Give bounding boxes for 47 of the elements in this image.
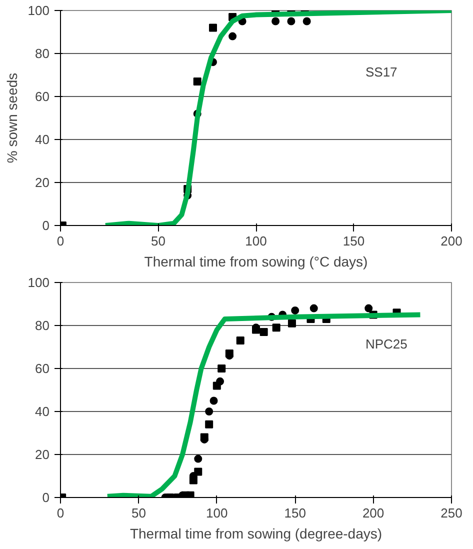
point	[216, 377, 224, 386]
point	[218, 364, 226, 372]
x-tick-label: 200	[362, 506, 384, 520]
y-tick-label: 80	[35, 318, 50, 333]
y-tick-label: 80	[35, 46, 50, 61]
point	[210, 396, 218, 405]
point	[205, 420, 214, 428]
point	[208, 24, 217, 32]
x-tick-label: 200	[440, 234, 462, 248]
x-tick-label: 100	[245, 234, 267, 248]
x-tick-label: 0	[56, 234, 64, 248]
y-tick-label: 0	[42, 490, 50, 505]
point	[193, 77, 202, 86]
point	[272, 17, 280, 26]
point	[364, 304, 373, 312]
point	[291, 306, 300, 314]
point	[310, 304, 318, 312]
y-tick-label: 40	[35, 132, 50, 147]
x-tick-label: 150	[342, 234, 365, 248]
x-tick-label: 250	[440, 506, 462, 520]
y-tick-label: 40	[35, 404, 50, 419]
x-tick-label: 100	[206, 506, 228, 520]
point	[272, 324, 280, 332]
x-axis-title: Thermal time from sowing (degree-days)	[130, 526, 382, 542]
y-tick-label: 100	[28, 275, 50, 290]
x-axis-title: Thermal time from sowing (°C days)	[144, 254, 368, 270]
y-tick-label: 100	[28, 3, 50, 18]
point	[260, 328, 268, 336]
x-tick-label: 50	[131, 506, 146, 520]
point	[302, 17, 311, 26]
y-tick-label: 20	[35, 175, 50, 190]
annotation: SS17	[365, 64, 398, 80]
x-tick-label: 150	[284, 506, 306, 520]
point	[236, 336, 244, 345]
point	[205, 408, 214, 416]
y-tick-label: 60	[35, 361, 50, 376]
x-tick-label: 50	[151, 234, 166, 248]
point	[228, 32, 237, 40]
point	[194, 454, 202, 463]
y-tick-label: 60	[35, 89, 50, 104]
point	[288, 319, 296, 328]
annotation: NPC25	[365, 336, 408, 352]
point	[287, 17, 296, 26]
y-tick-label: 0	[42, 218, 50, 233]
y-axis-title: % sown seeds	[4, 72, 20, 164]
x-tick-label: 0	[56, 506, 64, 520]
y-tick-label: 20	[35, 447, 50, 462]
